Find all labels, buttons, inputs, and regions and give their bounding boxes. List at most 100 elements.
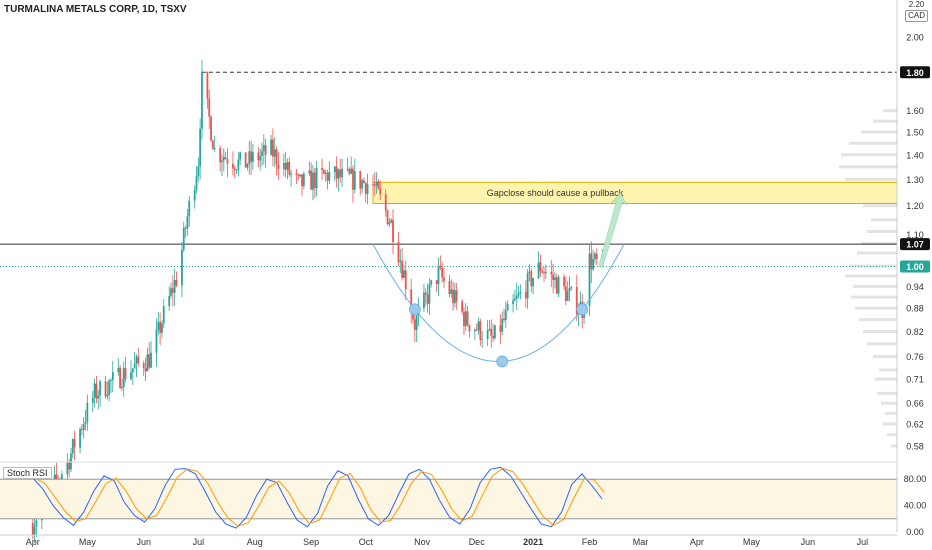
volume-profile [839,109,897,448]
volume-profile-bar [891,444,897,448]
candle [111,372,114,381]
price-label[interactable]: 1.07 [906,240,924,250]
candle [517,293,520,296]
candle [68,462,71,470]
candle [162,306,165,324]
stoch-rsi-label[interactable]: Stoch RSI [3,467,52,479]
candle [410,289,413,313]
candle [297,174,300,177]
time-tick: May [743,537,761,547]
time-tick: May [79,537,97,547]
candle [488,328,491,331]
candle [466,311,469,326]
candle [473,329,476,332]
candle [97,395,100,399]
candle [348,168,351,174]
cup-marker[interactable] [496,355,509,368]
candle [453,290,456,304]
candle [144,368,147,372]
price-tick: 0.76 [906,352,924,362]
cup-drawing[interactable] [372,192,627,368]
projection-arrow[interactable] [598,192,627,268]
candle [437,265,440,285]
price-label[interactable]: 1.80 [906,68,924,78]
time-tick: Dec [469,537,486,547]
price-label-bg [900,260,930,273]
candle [206,71,209,99]
candle [246,164,249,168]
candle [477,321,480,331]
volume-profile-bar [855,306,897,310]
candle [182,227,185,250]
candle [570,286,573,289]
volume-profile-bar [877,391,897,395]
candle [499,325,502,332]
candle [386,210,389,225]
candle [452,289,454,304]
candle [590,253,593,270]
candle [181,249,183,286]
candle [301,174,303,187]
candle [310,170,313,190]
candle [564,286,567,301]
candle [401,260,404,278]
price-tick: 0.71 [906,375,924,385]
candle [557,276,560,294]
time-tick: Apr [690,537,704,547]
candle [362,180,365,183]
candle [272,139,274,157]
candle [423,292,425,309]
cup-marker[interactable] [408,303,421,316]
candle [273,149,276,157]
candle [448,281,451,294]
volume-profile-bar [853,284,897,288]
stoch-tick: 80.00 [904,474,927,484]
candle [159,321,162,333]
candle [35,520,38,527]
time-tick: Jul [857,537,869,547]
candle [222,157,225,161]
candle [82,424,85,430]
cup-marker[interactable] [576,303,589,316]
candle [490,328,493,336]
candle [119,367,121,389]
candle [70,453,72,470]
price-label-bg [900,238,930,251]
candle [588,253,591,306]
candle [335,166,338,179]
candle [60,474,63,480]
candlestick-series [31,60,604,543]
currency-code: CAD [905,10,928,22]
volume-profile-bar [863,330,897,334]
candle [555,277,558,294]
candle [84,422,87,425]
candle [441,267,444,278]
candle [412,312,414,320]
price-label[interactable]: 1.00 [906,262,924,272]
candle [552,274,555,281]
candle [384,194,387,211]
volume-profile-bar [841,153,897,157]
gap-zone[interactable] [372,181,898,204]
candle [170,288,172,296]
candle [235,169,238,171]
candle [322,170,325,174]
candle [333,166,336,173]
candle [504,310,507,321]
price-tick: 2.00 [906,32,924,42]
candle [413,319,416,330]
candle [73,439,76,448]
candle [199,128,202,167]
candle [290,173,293,175]
candle [312,172,314,190]
volume-profile-bar [839,165,897,169]
candle [337,169,340,179]
currency-indicator[interactable]: 2.20 CAD [905,0,928,22]
candle [106,395,109,397]
candle [366,184,369,194]
stoch-d-line [34,467,605,527]
candle [122,368,125,388]
candle [248,151,251,165]
